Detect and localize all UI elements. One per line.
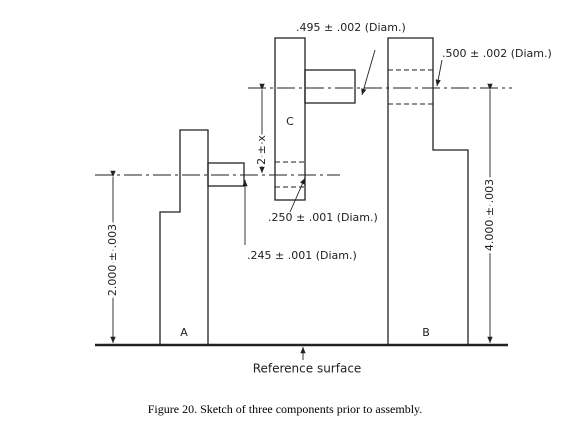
callout: .250 ± .001 (Diam.) — [268, 211, 378, 224]
geometry — [95, 37, 512, 360]
part-b — [387, 37, 469, 345]
part-label: C — [286, 115, 294, 128]
pin-c — [304, 69, 356, 104]
callout: .500 ± .002 (Diam.) — [442, 47, 552, 60]
dimension: 4.000 ± .003 — [483, 179, 496, 251]
part-label: B — [422, 326, 430, 339]
reference-label: Reference surface — [253, 362, 362, 376]
leader — [361, 49, 376, 96]
callout: .245 ± .001 (Diam.) — [247, 249, 357, 262]
leader — [289, 177, 306, 213]
dimension: 2.000 ± .003 — [106, 224, 119, 296]
part-c — [274, 37, 306, 201]
caption: Figure 20. Sketch of three components pr… — [148, 402, 423, 416]
part-a — [159, 129, 209, 345]
leader — [435, 59, 443, 87]
pin-a — [207, 162, 245, 187]
dimension: 2 ± x — [255, 135, 268, 165]
callout: .495 ± .002 (Diam.) — [296, 21, 406, 34]
part-label: A — [180, 326, 188, 339]
